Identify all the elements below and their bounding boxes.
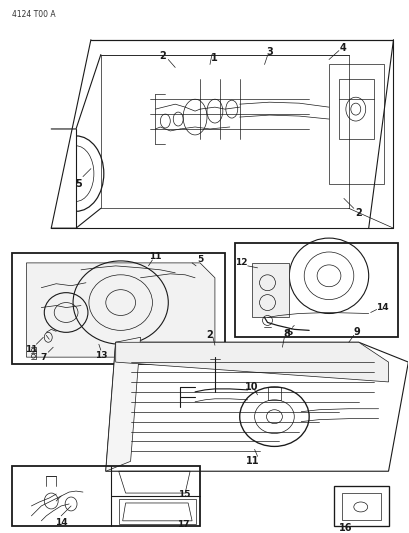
Text: 16: 16 [338,523,352,533]
Text: 9: 9 [353,327,359,337]
Text: 5: 5 [196,255,203,264]
Text: 12: 12 [235,259,247,268]
Bar [267,387,281,400]
Bar [11,253,224,364]
Bar [338,79,373,139]
Text: 13: 13 [94,351,107,360]
Polygon shape [251,263,289,318]
Text: 11: 11 [25,345,38,354]
Polygon shape [115,342,388,382]
Text: 15: 15 [177,489,190,498]
Text: 6: 6 [285,328,292,337]
Text: 1: 1 [210,53,217,62]
Text: 4: 4 [339,43,346,53]
Text: 17: 17 [177,520,190,529]
Bar [328,64,383,183]
Text: 11: 11 [149,253,161,262]
Text: 5: 5 [75,179,82,189]
Bar [11,466,200,526]
Text: 7: 7 [40,353,46,362]
Text: 8: 8 [282,329,289,340]
Text: 14: 14 [55,518,67,527]
Text: 10: 10 [244,382,258,392]
Text: 2: 2 [355,208,361,219]
Polygon shape [26,263,214,357]
Text: 2: 2 [206,330,213,340]
Text: 3: 3 [265,46,272,56]
Text: 2: 2 [159,51,165,61]
Bar [333,486,388,526]
Bar [234,243,398,337]
Polygon shape [106,337,140,471]
Text: 4124 T00 A: 4124 T00 A [11,10,55,19]
Text: 11: 11 [245,456,259,466]
Text: 14: 14 [375,303,388,312]
